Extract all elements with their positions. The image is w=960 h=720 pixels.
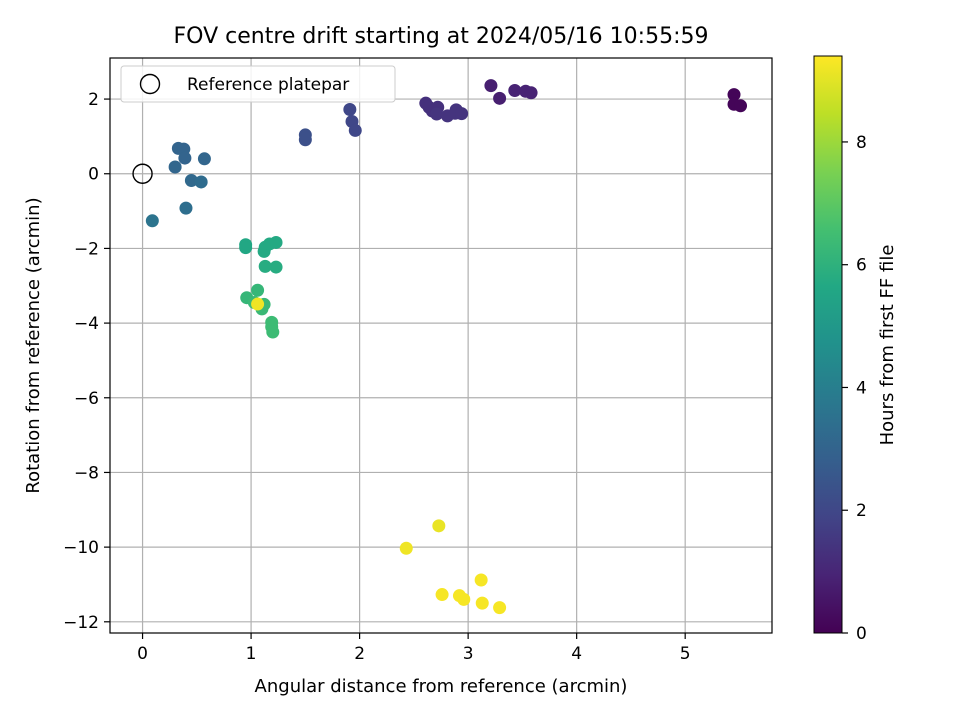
x-tick-label: 0	[137, 644, 148, 664]
x-tick-label: 3	[463, 644, 474, 664]
colorbar-tick-label: 6	[856, 256, 867, 276]
grid-lines	[110, 58, 772, 633]
x-axis-label: Angular distance from reference (arcmin)	[255, 676, 628, 697]
data-point	[168, 160, 182, 174]
data-point	[508, 83, 522, 97]
data-point	[179, 201, 193, 215]
data-point	[493, 91, 507, 105]
colorbar-tick-label: 8	[856, 133, 867, 153]
data-point	[194, 175, 208, 189]
data-point	[184, 173, 198, 187]
colorbar-tick-label: 2	[856, 501, 867, 521]
data-point	[475, 596, 489, 610]
y-tick-label: 2	[88, 90, 99, 110]
data-point	[298, 133, 312, 147]
data-point	[178, 151, 192, 165]
y-tick-label: −6	[74, 389, 99, 409]
x-tick-label: 4	[571, 644, 582, 664]
data-point	[430, 107, 444, 121]
reference-marker	[132, 163, 153, 184]
x-tick-label: 1	[246, 644, 257, 664]
data-point	[727, 88, 741, 102]
x-tick-label: 5	[680, 644, 691, 664]
y-tick-label: −8	[74, 463, 99, 483]
data-point	[251, 297, 265, 311]
legend-box	[120, 65, 396, 103]
data-point	[457, 592, 471, 606]
data-point	[266, 325, 280, 339]
y-tick-label: −2	[74, 239, 99, 259]
colorbar-tick-label: 4	[856, 378, 867, 398]
colorbar	[813, 55, 843, 634]
data-point	[399, 541, 413, 555]
plot-frame	[109, 57, 773, 634]
data-point	[251, 283, 265, 297]
colorbar-ticks: 0 2 4 6 8	[842, 133, 867, 644]
y-tick-label: −12	[63, 613, 99, 633]
y-tick-label: −4	[74, 314, 99, 334]
data-point	[145, 214, 159, 228]
data-point	[493, 601, 507, 615]
data-point	[455, 107, 469, 121]
data-point	[432, 519, 446, 533]
data-point	[343, 103, 357, 117]
y-tick-label: 0	[88, 165, 99, 185]
data-point	[269, 260, 283, 274]
colorbar-label: Hours from first FF file	[877, 245, 898, 446]
data-points	[145, 79, 748, 615]
y-axis-label: Rotation from reference (arcmin)	[23, 197, 44, 493]
data-point	[348, 123, 362, 137]
data-point	[269, 235, 283, 249]
data-point	[435, 588, 449, 602]
legend-label: Reference platepar	[187, 75, 349, 95]
colorbar-tick-label: 0	[856, 624, 867, 644]
data-point	[524, 86, 538, 100]
data-point	[474, 573, 488, 587]
chart-title: FOV centre drift starting at 2024/05/16 …	[174, 24, 709, 49]
x-axis-ticks: 0 1 2 3 4 5	[137, 633, 691, 664]
reference-point	[132, 163, 153, 184]
legend: Reference platepar	[120, 65, 396, 103]
y-tick-label: −10	[63, 538, 99, 558]
x-tick-label: 2	[354, 644, 365, 664]
data-point	[239, 241, 253, 255]
data-point	[484, 79, 498, 93]
data-point	[734, 99, 748, 113]
y-axis-ticks: −12 −10 −8 −6 −4 −2 0 2	[63, 90, 110, 633]
legend-reference-marker	[139, 73, 161, 95]
data-point	[258, 259, 272, 273]
data-point	[197, 152, 211, 166]
